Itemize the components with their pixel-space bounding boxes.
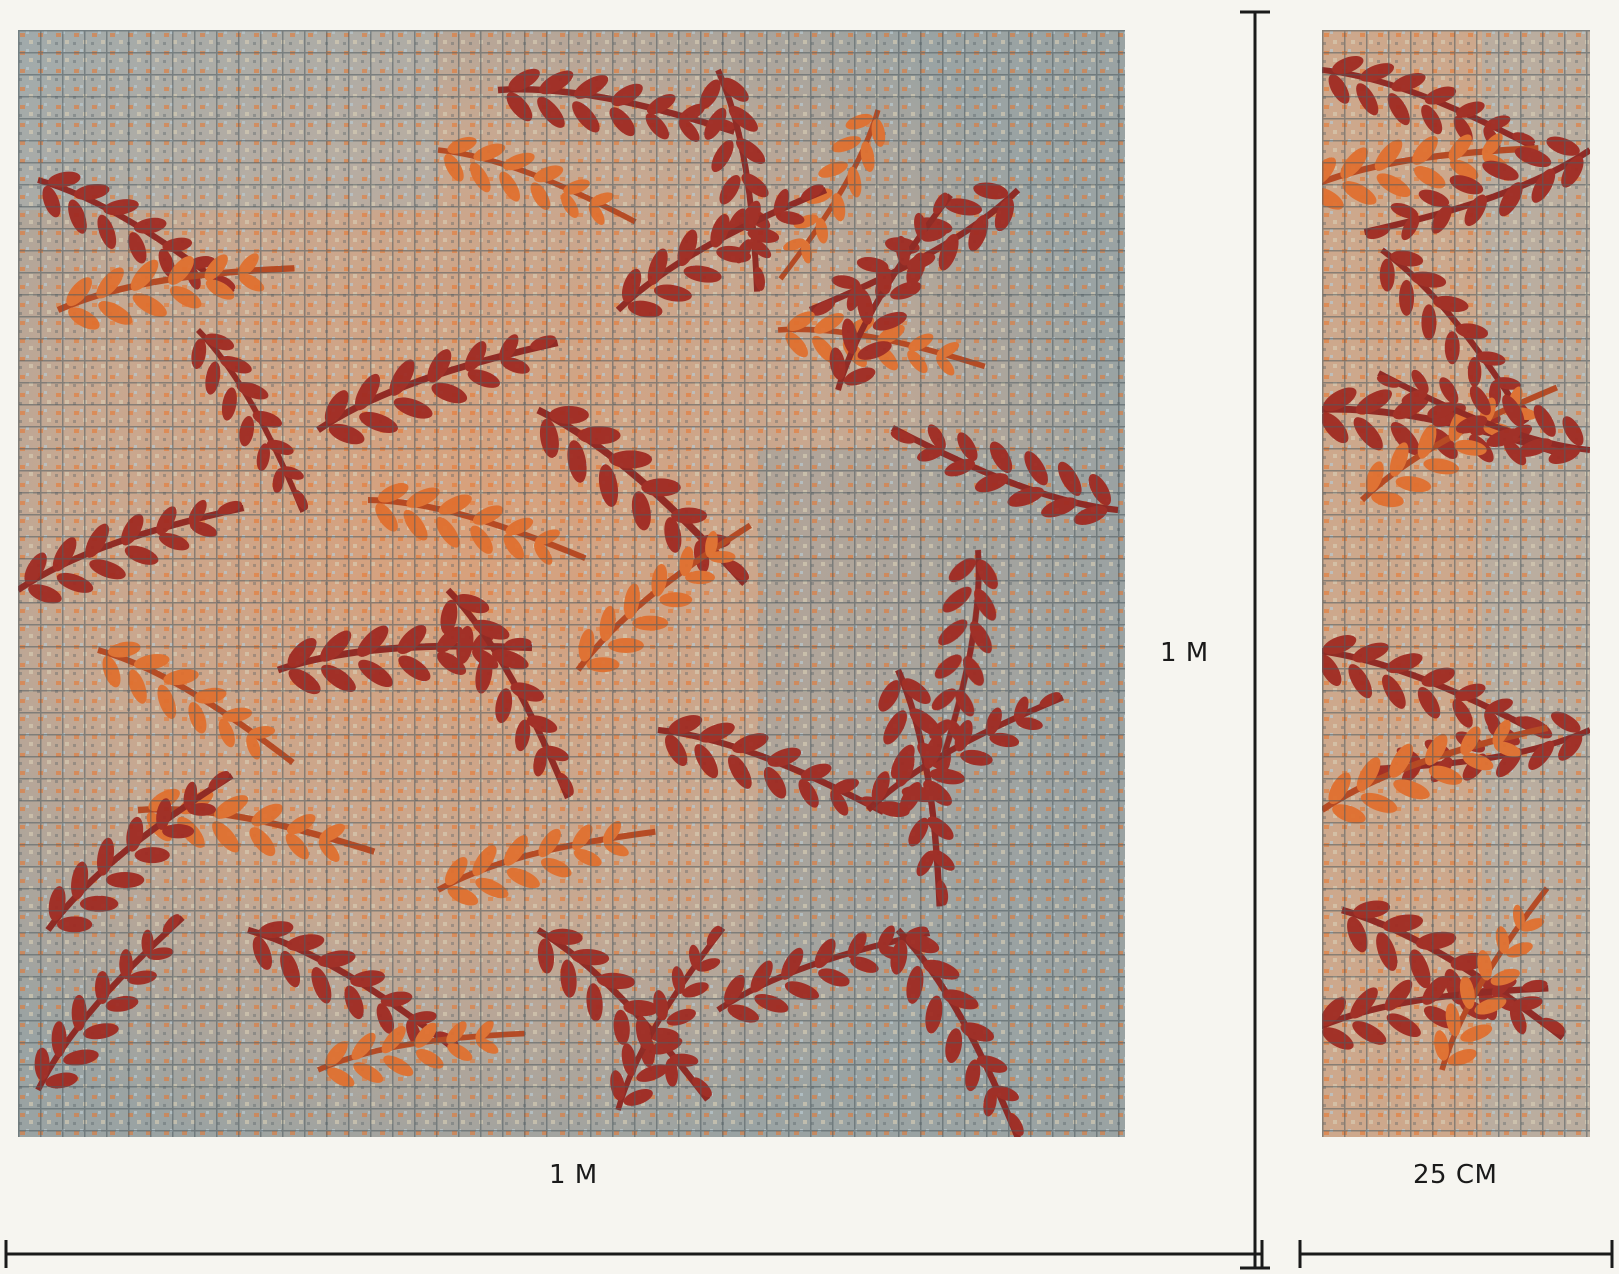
- width-label-1m: 1 M: [549, 1160, 598, 1190]
- height-label-1m: 1 M: [1160, 638, 1209, 668]
- fern-pattern-image: [18, 30, 1125, 1137]
- fabric-swatch-1m: [18, 30, 1125, 1137]
- width-ruler-25cm: [1298, 1240, 1614, 1268]
- width-ruler-1m: [4, 1240, 1264, 1268]
- fern-pattern-strip-image: [1322, 30, 1590, 1137]
- height-ruler: [1240, 10, 1270, 1270]
- fabric-swatch-25cm: [1322, 30, 1590, 1137]
- width-label-25cm: 25 CM: [1413, 1160, 1498, 1190]
